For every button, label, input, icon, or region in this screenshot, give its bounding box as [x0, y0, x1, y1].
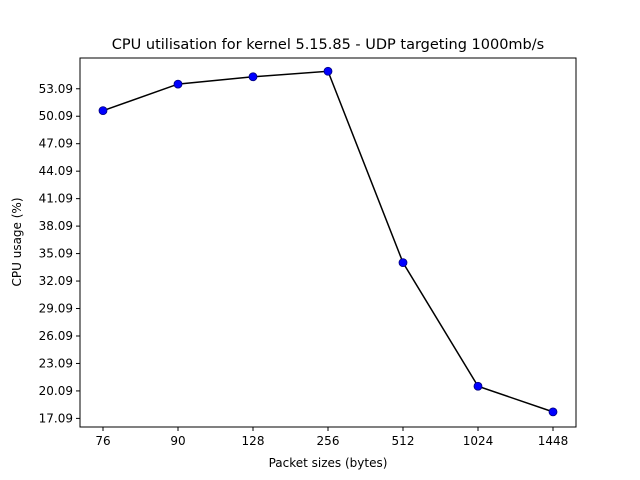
- y-axis: 17.09 20.09 23.09 26.09 29.09 32.09 35.09 38.09…: [39, 82, 80, 425]
- y-tick-label: 53.09: [39, 82, 73, 96]
- x-tick-label: 128: [242, 434, 265, 448]
- data-point: [548, 407, 558, 417]
- series-group: [98, 66, 558, 417]
- x-tick-label: 76: [95, 434, 110, 448]
- x-axis-label: Packet sizes (bytes): [269, 456, 388, 470]
- series-line: [102, 70, 554, 413]
- y-tick-label: 20.09: [39, 384, 73, 398]
- y-tick-label: 23.09: [39, 356, 73, 370]
- y-tick-label: 47.09: [39, 137, 73, 151]
- chart-title: CPU utilisation for kernel 5.15.85 - UDP…: [112, 37, 544, 53]
- y-tick-label: 17.09: [39, 411, 73, 425]
- x-axis: 76 90 128 256 512 1024 1448: [95, 427, 568, 448]
- x-tick-label: 1024: [463, 434, 494, 448]
- plot-area: 17.09 20.09 23.09 26.09 29.09 32.09 35.09 38.09…: [39, 57, 577, 448]
- y-tick-label: 44.09: [39, 164, 73, 178]
- data-point: [398, 258, 408, 268]
- x-tick-label: 90: [170, 434, 185, 448]
- data-point: [248, 72, 258, 82]
- y-tick-label: 41.09: [39, 192, 73, 206]
- x-tick-label: 1448: [538, 434, 569, 448]
- plot-frame: [79, 57, 577, 428]
- x-tick-label: 512: [392, 434, 415, 448]
- data-point: [323, 66, 333, 76]
- y-tick-label: 29.09: [39, 302, 73, 316]
- y-tick-label: 35.09: [39, 247, 73, 261]
- data-point: [473, 381, 483, 391]
- data-point: [98, 106, 108, 116]
- y-tick-label: 50.09: [39, 109, 73, 123]
- y-tick-label: 26.09: [39, 329, 73, 343]
- y-tick-label: 38.09: [39, 219, 73, 233]
- y-tick-label: 32.09: [39, 274, 73, 288]
- data-point: [173, 79, 183, 89]
- x-tick-label: 256: [317, 434, 340, 448]
- y-axis-label: CPU usage (%): [10, 197, 24, 286]
